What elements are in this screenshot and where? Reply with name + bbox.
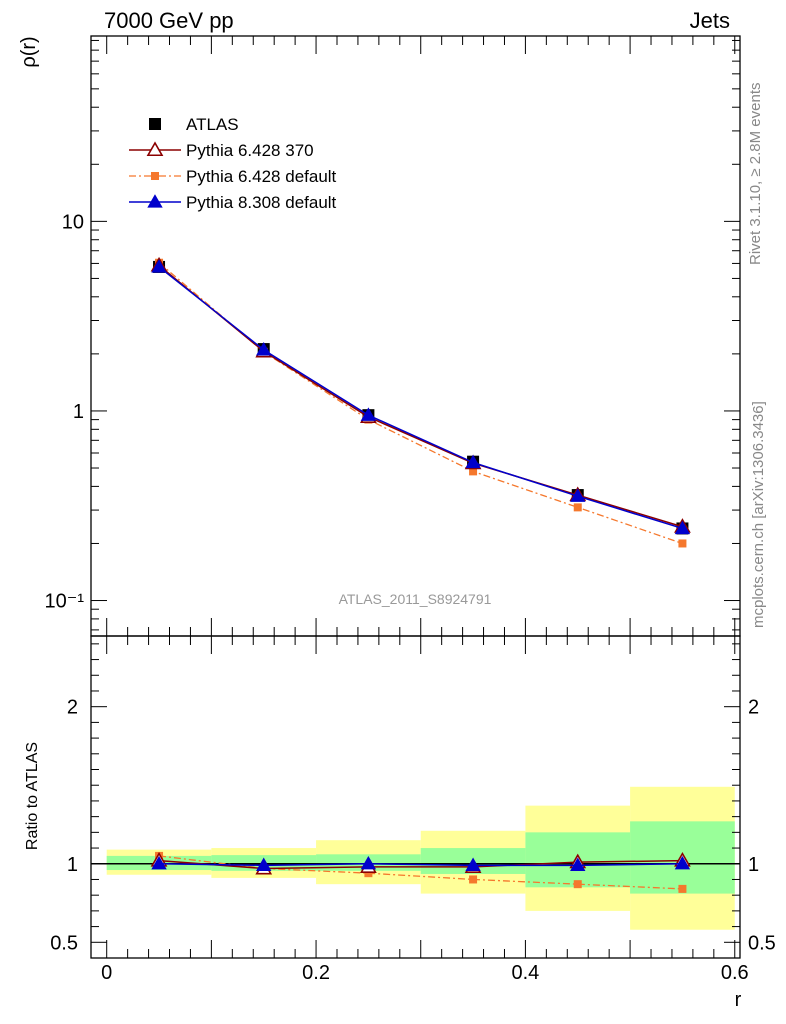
- main-ytick-label: 10: [62, 211, 84, 233]
- legend-marker-pythia-6-428-default: [151, 172, 159, 180]
- legend-marker-atlas: [149, 118, 161, 130]
- x-tick-label: 0: [101, 962, 112, 984]
- legend-marker-pythia-8-308-default: [147, 194, 163, 208]
- main-ylabel: ρ(r): [18, 36, 40, 67]
- ratio-point-pythia-8-308-default: [674, 855, 691, 870]
- ratio-line-pythia-6-428-370: [158, 859, 683, 870]
- legend-label: Pythia 6.428 370: [186, 141, 314, 160]
- ratio-ytick-label-right: 2: [748, 697, 759, 719]
- energy-label: 7000 GeV pp: [104, 8, 234, 33]
- main-point-pythia-8-308-default: [360, 407, 377, 421]
- main-ytick-label: 10⁻¹: [45, 591, 85, 613]
- ratio-ticks: 0.5 0.5 1 1 2 2 0 0.2 0.4 0.6: [50, 636, 776, 984]
- analysis-watermark: ATLAS_2011_S8924791: [339, 591, 492, 607]
- x-tick-label: 0.4: [512, 962, 540, 984]
- ratio-point-pythia-8-308-default: [151, 855, 167, 870]
- source-label: mcplots.cern.ch [arXiv:1306.3436]: [750, 401, 767, 628]
- main-point-pythia-8-308-default: [256, 342, 272, 356]
- ratio-bands: [91, 786, 740, 930]
- main-point-pythia-6-428-default: [469, 467, 478, 476]
- ratio-point-pythia-8-308-default: [465, 857, 481, 871]
- main-point-pythia-8-308-default: [674, 520, 691, 535]
- main-point-pythia-8-308-default: [151, 259, 167, 273]
- ratio-ytick-label-right: 1: [748, 854, 759, 876]
- main-point-pythia-6-428-default: [678, 539, 687, 548]
- rivet-version-label: Rivet 3.1.10, ≥ 2.8M events: [747, 83, 764, 266]
- x-axis-label: r: [735, 989, 742, 1011]
- main-line-pythia-6-428-default: [158, 262, 683, 545]
- ratio-point-pythia-8-308-default: [360, 855, 377, 870]
- x-tick-label: 0.6: [721, 962, 749, 984]
- ratio-point-pythia-6-428-default: [573, 880, 582, 889]
- ratio-line-pythia-6-428-default: [158, 855, 683, 890]
- ratio-ytick-label-left: 1: [67, 854, 78, 876]
- process-label: Jets: [690, 8, 730, 33]
- ratio-line-pythia-8-308-default: [159, 863, 683, 867]
- legend-label: Pythia 6.428 default: [186, 167, 337, 186]
- main-point-pythia-8-308-default: [465, 454, 481, 469]
- ratio-point-pythia-6-428-default: [364, 869, 373, 878]
- ratio-frame: [90, 635, 741, 959]
- main-point-pythia-6-428-default: [573, 503, 582, 512]
- main-panel: 10⁻¹ 1 10 ATLAS_2011_S8924791 ρ(r) ATLAS Py…: [18, 35, 741, 637]
- main-line-pythia-6-428-370: [158, 264, 683, 528]
- main-line-pythia-8-308-default: [158, 266, 683, 530]
- ratio-point-pythia-8-308-default: [256, 857, 272, 871]
- ratio-ylabel: Ratio to ATLAS: [24, 742, 41, 850]
- main-marks: [150, 256, 691, 548]
- legend-label: ATLAS: [186, 115, 239, 134]
- legend: ATLAS Pythia 6.428 370 Pythia 6.428 defaul…: [129, 115, 337, 212]
- ratio-ytick-label-left: 0.5: [50, 932, 78, 954]
- main-ticks: 10⁻¹ 1 10: [45, 36, 740, 636]
- ratio-point-pythia-6-428-default: [469, 875, 478, 884]
- legend-marker-pythia-6-428-370: [146, 141, 164, 157]
- ratio-marks: [150, 851, 691, 893]
- ratio-ytick-label-right: 0.5: [748, 932, 776, 954]
- legend-label: Pythia 8.308 default: [186, 193, 337, 212]
- ratio-point-pythia-8-308-default: [570, 857, 586, 871]
- main-point-pythia-8-308-default: [570, 488, 586, 502]
- ratio-ytick-label-left: 2: [67, 697, 78, 719]
- ratio-panel: 0.5 0.5 1 1 2 2 0 0.2 0.4 0.6 Ratio to ATLAS r: [24, 635, 776, 1011]
- ratio-point-pythia-6-428-default: [678, 884, 687, 893]
- x-tick-label: 0.2: [302, 962, 330, 984]
- main-ytick-label: 1: [73, 401, 84, 423]
